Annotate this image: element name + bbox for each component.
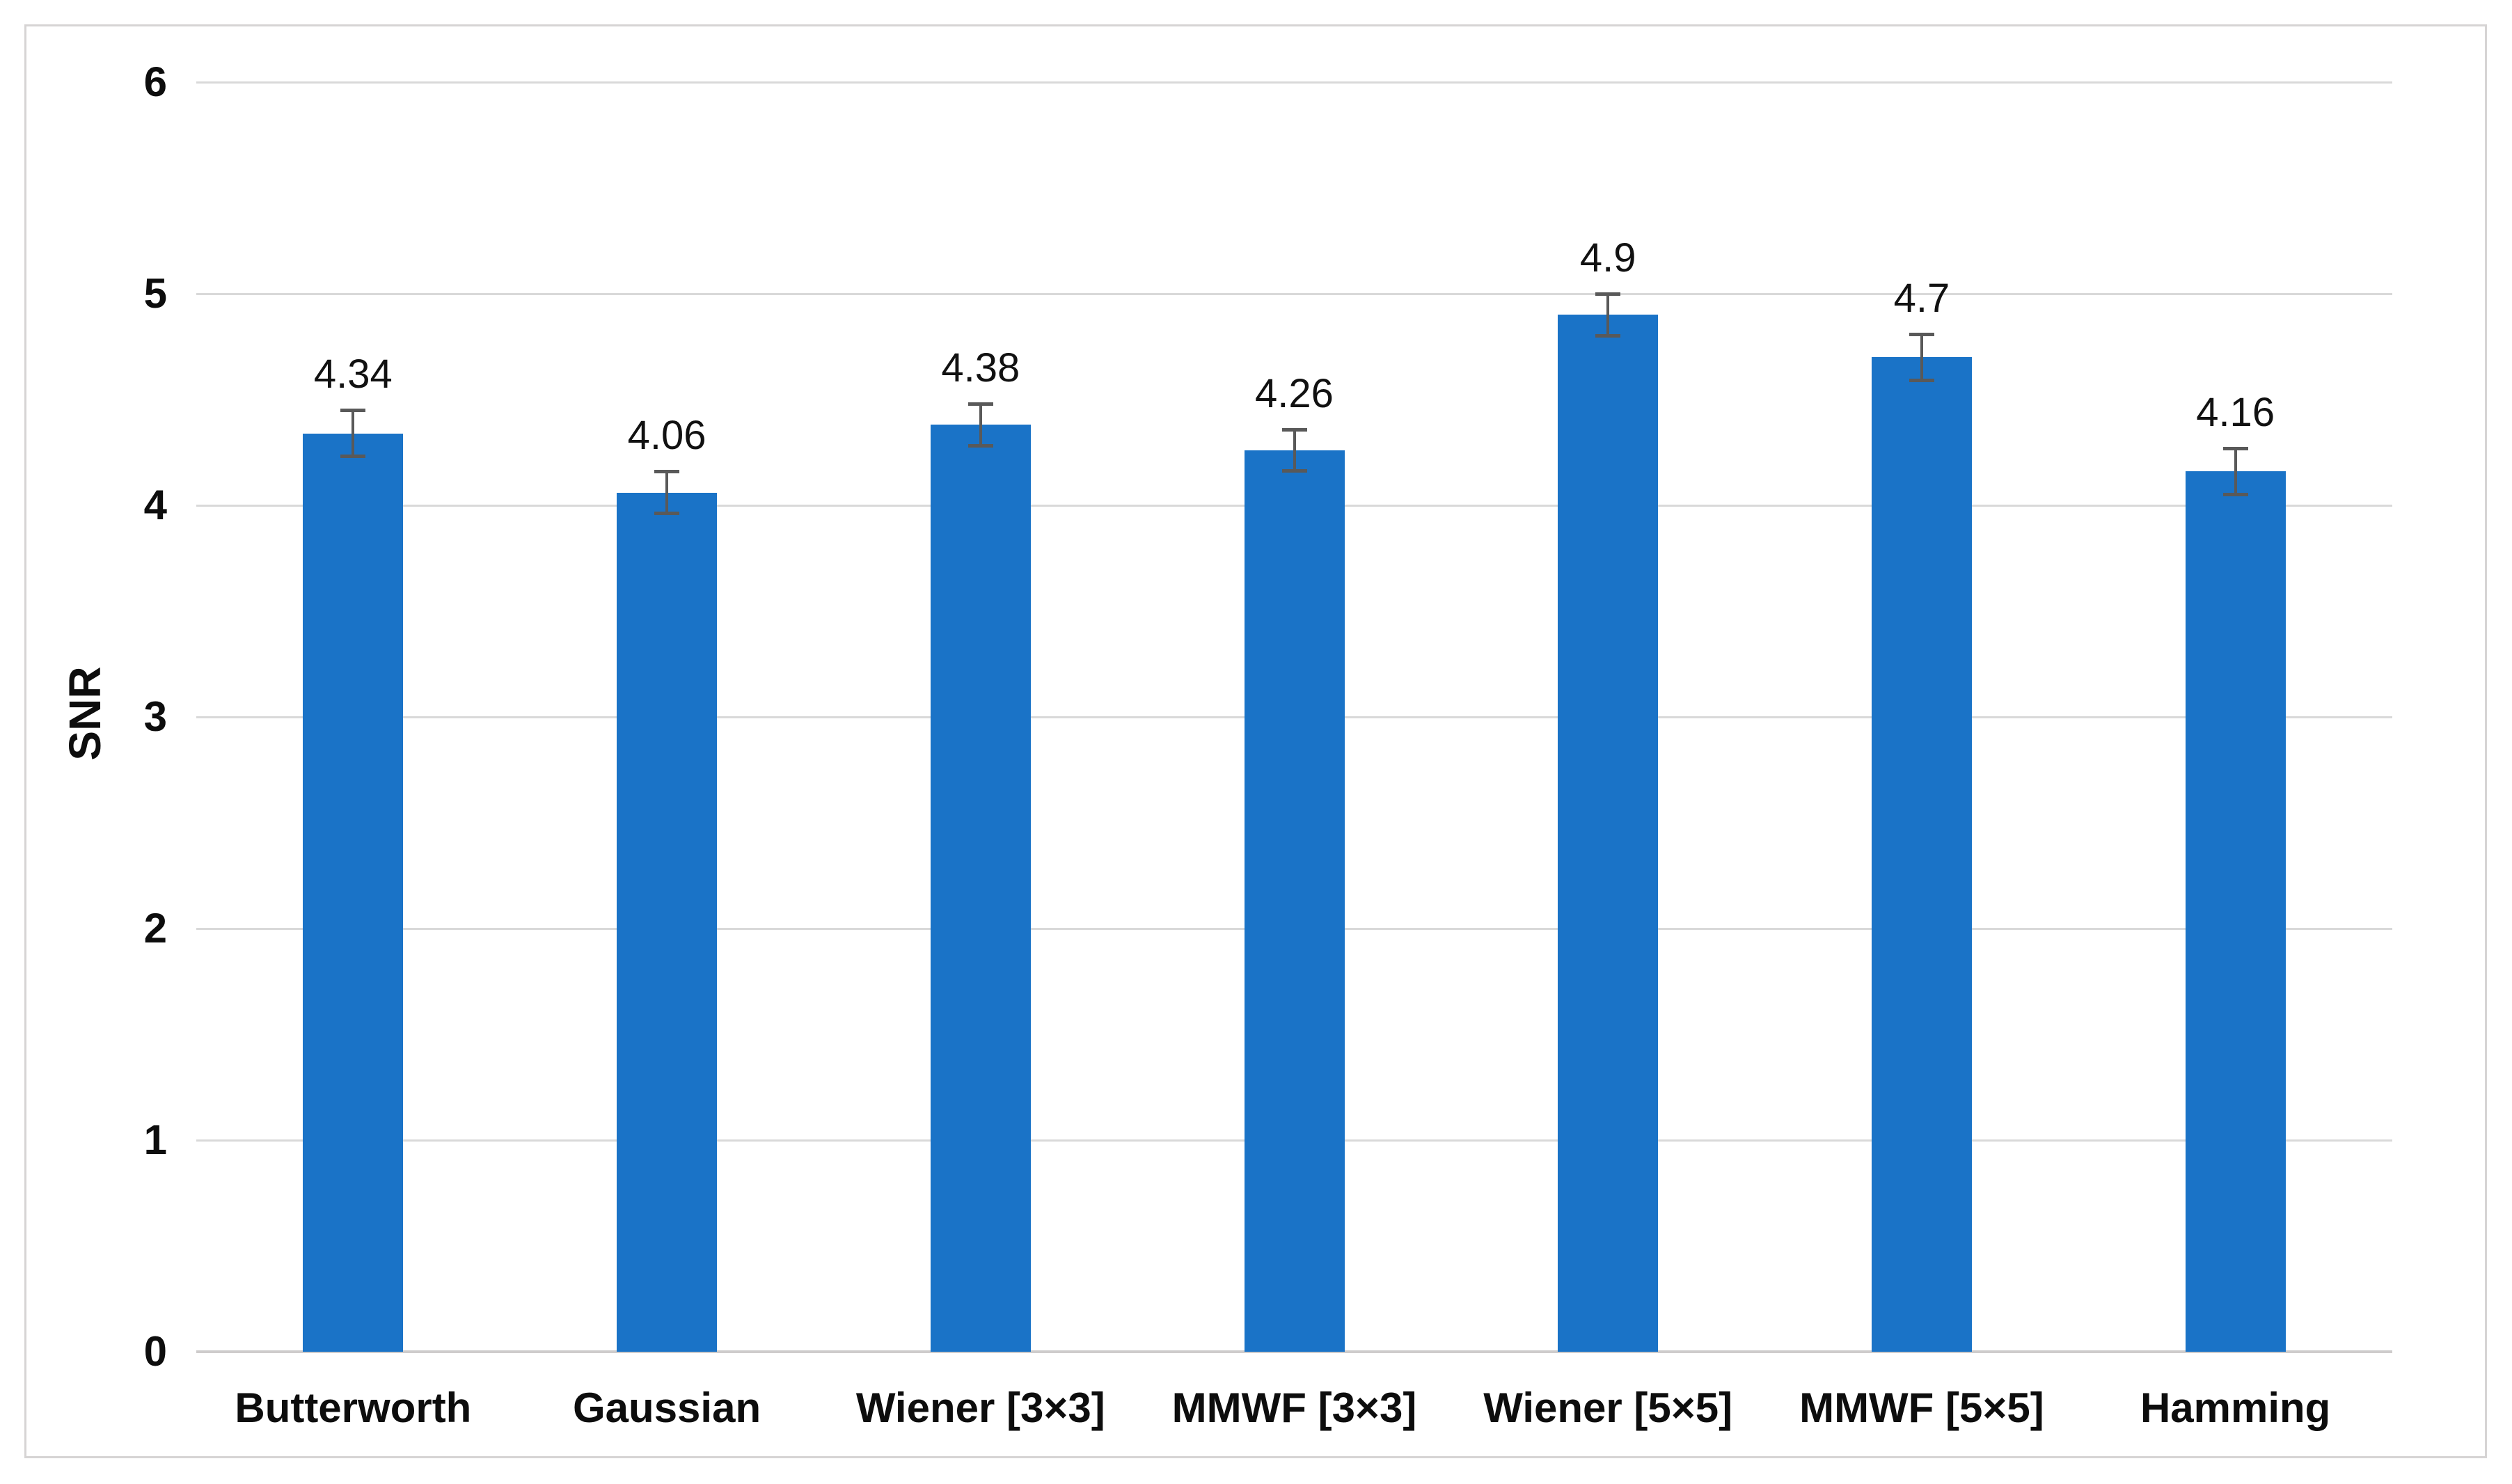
gridline <box>196 293 2392 295</box>
error-bar-top-cap <box>2222 446 2248 450</box>
bar-value-label: 4.06 <box>627 413 706 459</box>
bar-value-label: 4.38 <box>941 345 1020 391</box>
gridline <box>196 81 2392 84</box>
bar <box>1244 450 1345 1352</box>
y-tick-label: 4 <box>143 482 167 528</box>
error-bar-bottom-cap <box>2222 492 2248 496</box>
error-bar-line <box>351 410 355 457</box>
error-bar-bottom-cap <box>967 443 993 448</box>
bar-value-label: 4.16 <box>2196 389 2275 435</box>
bar <box>1558 315 1659 1352</box>
error-bar-line <box>1920 333 1923 381</box>
x-axis-category-label: MMWF [5×5] <box>1799 1384 2044 1431</box>
error-bar-bottom-cap <box>654 512 680 516</box>
x-axis-category-label: Butterworth <box>235 1384 472 1431</box>
y-tick-label: 1 <box>143 1116 167 1163</box>
x-axis-category-label: Gaussian <box>573 1384 761 1431</box>
y-tick-label: 0 <box>143 1328 167 1375</box>
x-axis-line <box>196 1350 2392 1353</box>
bar <box>617 492 718 1352</box>
error-bar-line <box>979 404 982 446</box>
error-bar-top-cap <box>654 470 680 474</box>
error-bar-bottom-cap <box>340 455 366 459</box>
error-bar-bottom-cap <box>1909 378 1934 382</box>
bar <box>2185 471 2286 1352</box>
error-bar-line <box>1293 429 1296 472</box>
y-tick-label: 5 <box>143 270 167 317</box>
bar-value-label: 4.26 <box>1255 370 1334 416</box>
bar-value-label: 4.7 <box>1893 275 1950 321</box>
error-bar-top-cap <box>1909 332 1934 336</box>
error-bar-line <box>2234 448 2237 495</box>
bar <box>303 433 404 1352</box>
x-axis-category-label: Wiener [5×5] <box>1483 1384 1733 1431</box>
error-bar-top-cap <box>967 402 993 406</box>
error-bar-bottom-cap <box>1281 469 1307 473</box>
error-bar-bottom-cap <box>1595 333 1621 338</box>
error-bar-top-cap <box>1595 292 1621 296</box>
y-tick-label: 2 <box>143 905 167 952</box>
x-axis-category-label: MMWF [3×3] <box>1171 1384 1417 1431</box>
y-tick-label: 3 <box>143 693 167 740</box>
x-axis-category-label: Hamming <box>2140 1384 2331 1431</box>
bar-value-label: 4.34 <box>313 352 393 397</box>
y-tick-label: 6 <box>143 58 167 105</box>
bar-value-label: 4.9 <box>1579 235 1636 281</box>
error-bar-top-cap <box>1281 427 1307 432</box>
error-bar-line <box>665 471 669 514</box>
error-bar-line <box>1606 294 1610 336</box>
x-axis-category-label: Wiener [3×3] <box>855 1384 1105 1431</box>
bar <box>1871 357 1972 1352</box>
bar <box>930 425 1031 1352</box>
error-bar-top-cap <box>340 409 366 413</box>
